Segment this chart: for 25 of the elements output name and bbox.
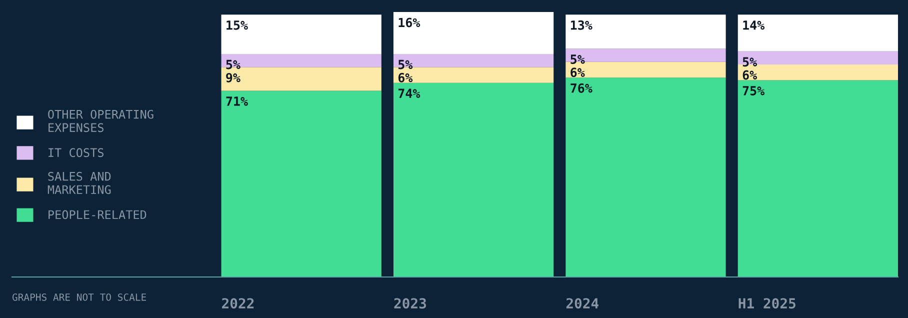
- legend-label: OTHER OPERATING EXPENSES: [48, 110, 154, 132]
- data-label: 6%: [398, 72, 413, 82]
- legend-label: IT COSTS: [48, 148, 104, 158]
- x-tick-label: 2022: [222, 298, 254, 309]
- data-label: 5%: [398, 60, 413, 70]
- data-label: 14%: [743, 20, 765, 30]
- data-label: 13%: [570, 20, 592, 30]
- text: GRAPHS ARE NOT TO SCALE: [12, 293, 146, 301]
- data-label: 15%: [226, 20, 248, 30]
- data-label: 16%: [398, 18, 420, 28]
- data-label: 5%: [226, 60, 240, 70]
- x-tick-label: 2024: [566, 298, 598, 309]
- x-tick-label: 2023: [394, 298, 426, 309]
- data-label: 5%: [570, 54, 585, 64]
- data-label: 6%: [570, 68, 585, 78]
- data-label: 5%: [742, 57, 757, 67]
- data-label: 76%: [570, 83, 592, 93]
- data-label: 75%: [742, 86, 765, 96]
- data-label: 71%: [226, 96, 248, 106]
- x-tick-label: H1 2025: [738, 298, 796, 309]
- legend-label: SALES AND MARKETING: [48, 172, 111, 194]
- data-label: 74%: [398, 88, 420, 98]
- data-label: 9%: [226, 72, 240, 82]
- data-label: 6%: [742, 70, 757, 80]
- legend-label: PEOPLE-RELATED: [48, 210, 146, 220]
